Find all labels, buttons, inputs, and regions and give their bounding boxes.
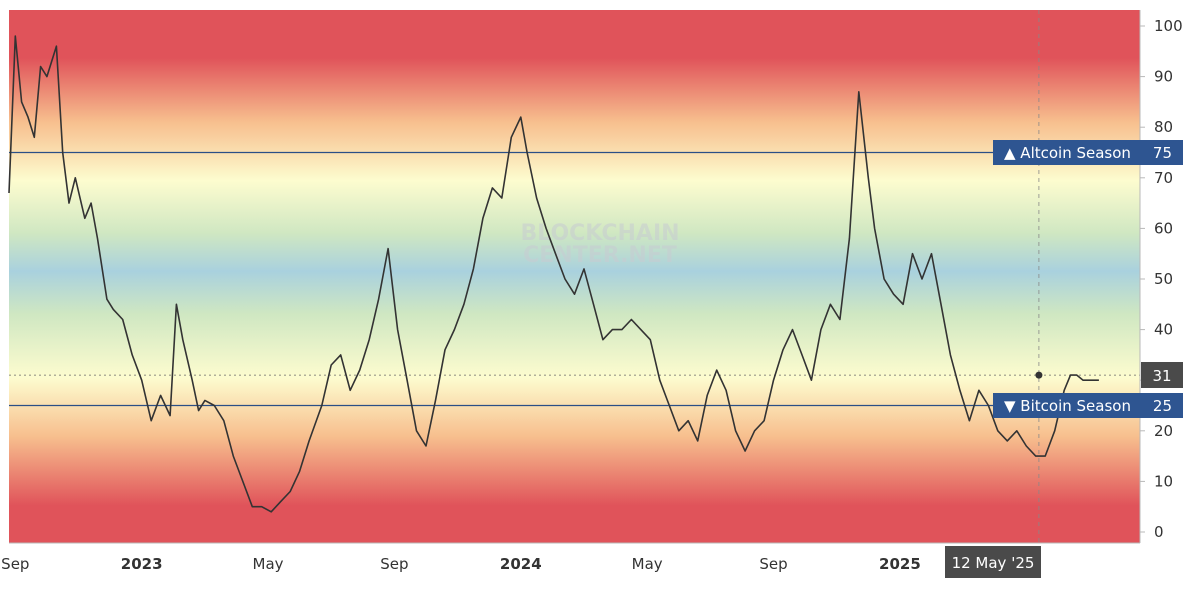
watermark-line-1: BLOCKCHAIN: [520, 221, 679, 246]
bitcoin-season-label: ▼ Bitcoin Season: [1004, 397, 1131, 415]
crosshair-date-tag: 12 May '25: [945, 546, 1041, 578]
x-tick-label: May: [253, 555, 284, 573]
y-tick-label: 80: [1154, 118, 1173, 136]
watermark-line-2: CENTER.NET: [523, 243, 677, 268]
crosshair-lines: [9, 10, 1140, 543]
y-tick-label: 60: [1154, 219, 1173, 237]
x-tick-label: Sep: [380, 555, 408, 573]
y-axis: 0102030405060708090100: [1140, 17, 1183, 541]
x-tick-label: Sep: [759, 555, 787, 573]
y-tick-label: 10: [1154, 472, 1173, 490]
altcoin-season-label: ▲ Altcoin Season: [1004, 144, 1131, 162]
index-series-line: [8, 35, 1099, 513]
bitcoin-season-tag: ▼ Bitcoin Season 25: [993, 393, 1183, 418]
y-tick-label: 20: [1154, 422, 1173, 440]
series-layer: [8, 35, 1099, 513]
x-axis: Sep 2023 May Sep 2024 May Sep 2025: [1, 555, 921, 573]
y-tick-label: 70: [1154, 169, 1173, 187]
x-tick-label: May: [632, 555, 663, 573]
bitcoin-season-value: 25: [1153, 397, 1172, 415]
y-tick-label: 40: [1154, 321, 1173, 339]
y-tick-label: 0: [1154, 523, 1164, 541]
x-tick-label: 2024: [500, 555, 542, 573]
current-value-point: [1035, 371, 1043, 379]
x-tick-label: 2023: [121, 555, 163, 573]
y-tick-label: 100: [1154, 17, 1183, 35]
crosshair-date-label: 12 May '25: [952, 554, 1035, 572]
bitcoin-season-tag-box: [993, 393, 1183, 418]
x-tick-label: Sep: [1, 555, 29, 573]
current-value-tag: 31: [1141, 362, 1183, 388]
crosshair-date-tag-box: [945, 546, 1041, 578]
current-value-tag-box: [1141, 362, 1183, 388]
plot-background: [9, 10, 1140, 543]
altcoin-season-tag: ▲ Altcoin Season 75: [993, 140, 1183, 165]
altcoin-season-tag-box: [993, 140, 1183, 165]
x-tick-label: 2025: [879, 555, 921, 573]
altcoin-season-value: 75: [1153, 144, 1172, 162]
y-tick-label: 50: [1154, 270, 1173, 288]
y-tick-label: 90: [1154, 68, 1173, 86]
current-value-label: 31: [1152, 367, 1171, 385]
